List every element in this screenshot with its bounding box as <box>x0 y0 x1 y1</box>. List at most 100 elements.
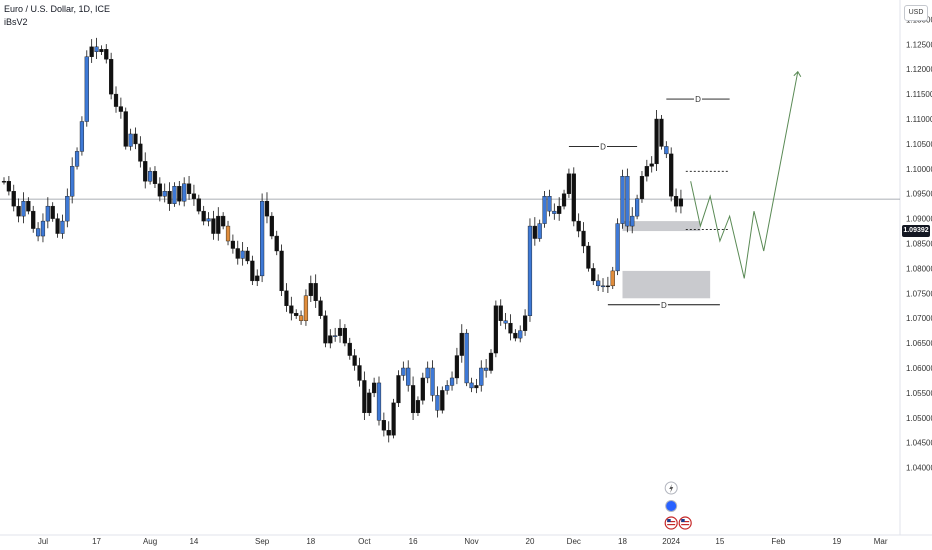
candle[interactable] <box>449 377 455 386</box>
candle[interactable] <box>605 285 610 288</box>
candle[interactable] <box>235 248 240 259</box>
candle[interactable] <box>673 196 679 207</box>
candle[interactable] <box>620 176 625 224</box>
candle[interactable] <box>410 385 416 414</box>
candle[interactable] <box>240 250 245 259</box>
candle[interactable] <box>118 106 123 112</box>
candle[interactable] <box>255 275 260 282</box>
candle[interactable] <box>147 171 153 182</box>
demand-zone[interactable] <box>622 270 711 299</box>
candle[interactable] <box>279 250 284 292</box>
candle[interactable] <box>654 118 659 165</box>
candle[interactable] <box>182 183 187 202</box>
candle[interactable] <box>513 332 518 339</box>
candle[interactable] <box>600 285 606 288</box>
candle[interactable] <box>591 268 596 282</box>
candle[interactable] <box>367 392 372 414</box>
candle[interactable] <box>230 240 235 249</box>
candle[interactable] <box>284 290 289 306</box>
candle[interactable] <box>191 193 197 199</box>
candle[interactable] <box>425 367 430 379</box>
candle[interactable] <box>123 111 128 147</box>
candle[interactable] <box>260 200 265 277</box>
candle[interactable] <box>522 315 528 331</box>
candle[interactable] <box>201 210 206 222</box>
candle[interactable] <box>488 352 494 371</box>
candle[interactable] <box>415 400 421 414</box>
candle[interactable] <box>264 200 270 217</box>
candle[interactable] <box>630 215 635 227</box>
candle[interactable] <box>35 228 41 237</box>
us-flag-icon[interactable] <box>664 516 678 530</box>
candle[interactable] <box>518 330 523 339</box>
candle[interactable] <box>1 181 7 183</box>
candle[interactable] <box>94 46 99 52</box>
candle[interactable] <box>206 218 211 222</box>
candle[interactable] <box>537 223 542 239</box>
candle[interactable] <box>186 183 192 194</box>
candle[interactable] <box>318 300 323 316</box>
candle[interactable] <box>138 143 143 162</box>
candle[interactable] <box>435 395 440 411</box>
candle[interactable] <box>639 176 645 199</box>
candle[interactable] <box>274 235 279 252</box>
candle[interactable] <box>430 367 435 396</box>
candle[interactable] <box>269 215 274 237</box>
candle[interactable] <box>459 332 464 356</box>
candle[interactable] <box>659 118 664 147</box>
candle[interactable] <box>143 161 148 182</box>
candle[interactable] <box>89 46 94 57</box>
candle[interactable] <box>625 176 630 227</box>
candle[interactable] <box>109 59 114 95</box>
candle[interactable] <box>323 315 328 344</box>
candle[interactable] <box>16 205 21 217</box>
candle[interactable] <box>493 305 498 354</box>
candle[interactable] <box>454 355 460 379</box>
candle[interactable] <box>381 420 386 431</box>
candle[interactable] <box>79 121 85 152</box>
candle[interactable] <box>245 250 250 262</box>
candle[interactable] <box>216 215 221 234</box>
candle[interactable] <box>167 191 172 204</box>
candle[interactable] <box>113 93 119 107</box>
candle[interactable] <box>396 375 401 404</box>
candle[interactable] <box>347 342 352 356</box>
demand-zone[interactable] <box>622 221 701 232</box>
candle[interactable] <box>527 225 533 316</box>
projection-path[interactable] <box>690 71 799 279</box>
candle[interactable] <box>333 335 338 337</box>
candle[interactable] <box>586 245 591 269</box>
candle[interactable] <box>610 270 615 287</box>
candle[interactable] <box>664 146 669 155</box>
candle[interactable] <box>162 191 167 197</box>
candle[interactable] <box>50 205 55 219</box>
candle[interactable] <box>552 210 557 214</box>
candle[interactable] <box>484 367 489 371</box>
candle[interactable] <box>65 196 70 222</box>
candle[interactable] <box>31 210 36 229</box>
candle[interactable] <box>596 280 601 287</box>
candle[interactable] <box>294 313 299 316</box>
candle[interactable] <box>649 163 654 167</box>
candle[interactable] <box>635 198 640 217</box>
globe-event-icon[interactable] <box>665 500 678 512</box>
candle[interactable] <box>133 133 138 145</box>
candle[interactable] <box>40 220 46 237</box>
candle[interactable] <box>440 390 445 411</box>
candle[interactable] <box>26 200 31 212</box>
candle[interactable] <box>503 320 508 324</box>
candle[interactable] <box>298 315 304 321</box>
candle[interactable] <box>669 153 674 197</box>
candle[interactable] <box>11 191 16 207</box>
candle[interactable] <box>104 49 109 60</box>
candle[interactable] <box>464 332 469 384</box>
candle[interactable] <box>508 322 513 334</box>
candle[interactable] <box>196 198 201 212</box>
candle[interactable] <box>303 295 309 321</box>
candle[interactable] <box>615 223 620 272</box>
candle[interactable] <box>474 385 479 389</box>
us-flag-icon[interactable] <box>678 516 692 530</box>
candle[interactable] <box>547 196 552 212</box>
candle[interactable] <box>445 385 450 391</box>
